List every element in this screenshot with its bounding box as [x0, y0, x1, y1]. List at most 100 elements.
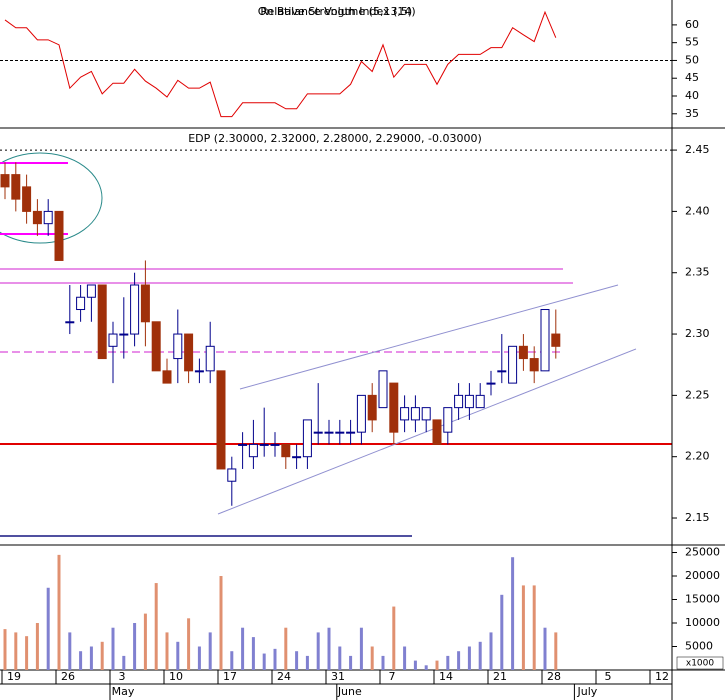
- candle-body: [346, 431, 356, 434]
- candle-body: [551, 333, 561, 347]
- rsi-line: [4, 10, 557, 118]
- x-tick-label: 19: [7, 670, 21, 683]
- volume-bar: [111, 627, 115, 670]
- volume-bar: [338, 646, 342, 670]
- volume-bar: [446, 655, 450, 670]
- candle-body: [356, 394, 366, 433]
- volume-bar: [35, 623, 39, 670]
- volume-bar: [176, 641, 180, 670]
- candle-body: [529, 358, 539, 372]
- candle-body: [43, 210, 53, 225]
- volume-bar: [500, 594, 504, 670]
- y-tick-label: 50: [685, 53, 699, 66]
- y-tick-label: 2.15: [685, 511, 710, 524]
- candle-body: [410, 407, 420, 421]
- candle-body: [421, 407, 431, 421]
- volume-bar: [14, 632, 18, 670]
- candle-body: [32, 210, 42, 225]
- candle-body: [259, 443, 269, 446]
- candle-body: [151, 321, 161, 372]
- x-tick-label: 31: [331, 670, 345, 683]
- candle-body: [518, 345, 528, 360]
- volume-bar: [295, 651, 299, 670]
- y-tick-label: 45: [685, 71, 699, 84]
- y-tick-label: 2.45: [685, 143, 710, 156]
- candle-body: [238, 443, 248, 446]
- y-tick-label: 25000: [685, 546, 720, 559]
- candle-body: [76, 296, 86, 311]
- volume-bar: [305, 655, 309, 670]
- x-tick-label: 10: [169, 670, 183, 683]
- unit-box: [676, 656, 724, 670]
- candle-body: [162, 370, 172, 384]
- volume-bar: [349, 655, 353, 670]
- volume-bar: [273, 648, 277, 670]
- candle-body: [65, 321, 75, 324]
- volume-bar: [521, 585, 525, 670]
- volume-bar: [143, 613, 147, 670]
- candle-body: [227, 468, 237, 482]
- volume-bar: [57, 554, 61, 670]
- candle-body: [194, 370, 204, 373]
- volume-bar: [370, 646, 374, 670]
- candle-body: [173, 333, 183, 360]
- y-tick-label: 55: [685, 36, 699, 49]
- volume-bar: [122, 655, 126, 670]
- candle-body: [270, 443, 280, 446]
- trend-line: [217, 348, 637, 515]
- candle-body: [454, 394, 464, 409]
- volume-bar: [154, 583, 158, 670]
- volume-bar: [381, 655, 385, 670]
- volume-bar: [284, 627, 288, 670]
- candle-body: [378, 370, 388, 409]
- x-tick-label: 3: [119, 670, 126, 683]
- ellipse-drawing: [0, 152, 103, 244]
- volume-bar: [197, 646, 201, 670]
- candle-body: [313, 431, 323, 434]
- y-tick-label: 2.30: [685, 327, 710, 340]
- y-tick-label: 10000: [685, 616, 720, 629]
- unit-label: x1000: [686, 659, 715, 669]
- y-tick-label: 2.25: [685, 388, 710, 401]
- month-label: July: [577, 685, 598, 698]
- candle-body: [54, 210, 64, 261]
- volume-bar: [3, 629, 7, 670]
- y-tick-label: 60: [685, 18, 699, 31]
- candle-body: [22, 186, 32, 212]
- candle-body: [324, 431, 334, 434]
- volume-bar: [241, 627, 245, 670]
- volume-bar: [532, 585, 536, 670]
- volume-bar: [68, 632, 72, 670]
- candle-body: [205, 345, 215, 372]
- candle-body: [108, 333, 118, 347]
- candle-body: [11, 174, 21, 200]
- volume-bar: [316, 632, 320, 670]
- y-tick-label: 35: [685, 107, 699, 120]
- candle-body: [432, 419, 442, 445]
- volume-bar: [25, 636, 29, 670]
- candle-body: [140, 284, 150, 323]
- volume-bar: [489, 632, 493, 670]
- volume-bar: [133, 623, 137, 670]
- y-tick-label: 2.20: [685, 450, 710, 463]
- x-tick-label: 12: [655, 670, 669, 683]
- candle-body: [367, 394, 377, 421]
- volume-bar: [79, 651, 83, 670]
- volume-bar: [543, 627, 547, 670]
- panel-title: EDP (2.30000, 2.32000, 2.28000, 2.29000,…: [188, 132, 482, 145]
- candle-body: [184, 333, 194, 372]
- x-tick-label: 7: [389, 670, 396, 683]
- candle-body: [0, 174, 10, 188]
- volume-bar: [100, 641, 104, 670]
- trend-line: [239, 284, 619, 390]
- volume-bar: [435, 660, 439, 670]
- volume-bar: [554, 632, 558, 670]
- volume-bar: [392, 606, 396, 670]
- candle-body: [540, 309, 550, 372]
- volume-bar: [327, 627, 331, 670]
- volume-bar: [89, 646, 93, 670]
- volume-bar: [359, 627, 363, 670]
- x-tick-label: 21: [493, 670, 507, 683]
- candle-body: [443, 407, 453, 433]
- volume-bar: [511, 557, 515, 670]
